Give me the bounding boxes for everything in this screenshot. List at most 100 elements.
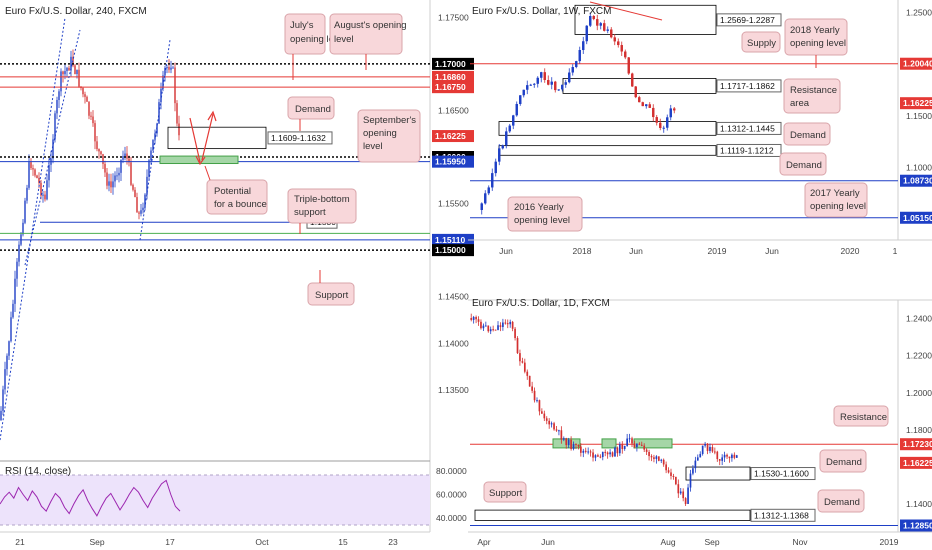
daily-price-tags: 1.17230 1.16225 1.12850 — [900, 438, 932, 532]
callout-supply: Supply — [741, 31, 781, 53]
price-tag-label: 1.16225 — [435, 131, 466, 141]
daily-title: Euro Fx/U.S. Dollar, 1D, FXCM — [472, 298, 610, 309]
candle-body — [106, 172, 108, 186]
price-tag-label: 1.08730 — [903, 176, 932, 186]
zone-label: 1.1609-1.1632 — [271, 133, 326, 143]
zone-box — [498, 121, 717, 136]
candle-body — [54, 113, 56, 140]
price-tag-label: 1.16225 — [903, 458, 932, 468]
candle-body — [92, 116, 94, 124]
daily-levels: 1.1530-1.1600 1.1312-1.1368 — [470, 438, 898, 527]
candle-body — [721, 457, 724, 461]
candle-body — [571, 67, 574, 73]
candle-body — [515, 103, 518, 116]
callout-box — [741, 31, 781, 53]
candle-body — [601, 451, 604, 458]
candle-body — [521, 361, 524, 363]
candle-body — [487, 325, 490, 332]
candle-body — [134, 189, 136, 198]
candle-body — [624, 51, 627, 58]
candle-body — [550, 81, 553, 85]
candle-body — [718, 459, 721, 461]
candle-body — [12, 303, 14, 318]
candle-body — [562, 438, 565, 440]
callout-box — [483, 481, 527, 503]
candle-body — [46, 180, 48, 200]
zone-box — [474, 509, 751, 521]
candle-body — [492, 329, 494, 331]
candle-body — [648, 451, 650, 457]
candle-body — [660, 459, 663, 461]
candle-body — [692, 468, 694, 474]
candle-body — [124, 153, 126, 157]
candle-body — [62, 71, 64, 75]
zone-label: 1.1717-1.1862 — [720, 81, 775, 91]
h4-candles — [0, 49, 180, 421]
candle-body — [594, 455, 597, 458]
candle-body — [631, 73, 634, 87]
candle-body — [509, 321, 512, 325]
callout-potential-bounce: Potential for a bounce — [204, 165, 268, 215]
candle-body — [634, 86, 637, 98]
zone-box — [574, 4, 717, 35]
candle-body — [6, 355, 8, 370]
callout-2018-yearly: 2018 Yearly opening level — [784, 18, 848, 68]
x-tick-label: Nov — [792, 537, 808, 547]
candle-body — [491, 173, 494, 188]
candle-body — [555, 429, 558, 431]
price-tag — [432, 70, 474, 83]
candle-body — [16, 261, 18, 279]
candle-body — [659, 122, 662, 128]
candle-body — [48, 164, 50, 181]
candle-body — [538, 400, 541, 412]
candle-body — [714, 451, 716, 453]
callout-box — [206, 179, 268, 215]
candle-body — [162, 75, 164, 89]
rsi-title: RSI (14, close) — [5, 466, 71, 477]
callout-box — [284, 13, 326, 55]
candle-body — [645, 104, 648, 107]
callout-box — [783, 122, 831, 146]
candle-body — [565, 438, 568, 446]
callout-support-h4: Support — [307, 270, 355, 306]
candle-body — [494, 161, 497, 174]
candle-body — [620, 45, 623, 52]
candle-body — [665, 464, 667, 471]
candle-body — [480, 203, 483, 210]
price-tag-label: 1.15950 — [435, 157, 466, 167]
candle-body — [44, 194, 46, 200]
candle-body — [728, 456, 731, 459]
candle-body — [56, 100, 58, 114]
price-tag-label: 1.17000 — [435, 59, 466, 69]
price-tag — [900, 211, 932, 224]
candle-body — [568, 72, 571, 83]
candle-body — [526, 371, 529, 376]
price-tag — [900, 97, 932, 110]
candle-body — [554, 81, 557, 91]
candle-body — [638, 97, 641, 103]
callout-pointer — [204, 165, 211, 181]
candle-body — [502, 322, 504, 328]
candle-body — [599, 456, 602, 458]
price-tag-label: 1.16750 — [435, 82, 466, 92]
callout-text: Demand — [786, 160, 822, 171]
callout-text: 2016 Yearly opening level — [514, 202, 570, 226]
h4-title: Euro Fx/U.S. Dollar, 240, FXCM — [5, 6, 147, 17]
candle-body — [614, 447, 616, 457]
candle-body — [716, 451, 719, 460]
callout-support-daily: Support — [483, 481, 527, 503]
candle-body — [735, 455, 738, 458]
candle-body — [68, 67, 70, 71]
y-tick-label: 1.22000 — [906, 351, 932, 361]
candle-body — [673, 108, 676, 111]
candle-body — [110, 181, 112, 188]
h4-price-tags: 1.170001.168601.167501.162251.160001.159… — [432, 57, 474, 257]
zone-label-box — [716, 143, 782, 157]
callout-resistance-daily: Resistance — [833, 405, 889, 427]
candle-body — [122, 156, 124, 160]
weekly-title: Euro Fx/U.S. Dollar, 1W, FXCM — [472, 6, 611, 17]
callout-box — [779, 152, 827, 176]
candle-body — [132, 184, 134, 190]
candle-body — [0, 410, 2, 420]
